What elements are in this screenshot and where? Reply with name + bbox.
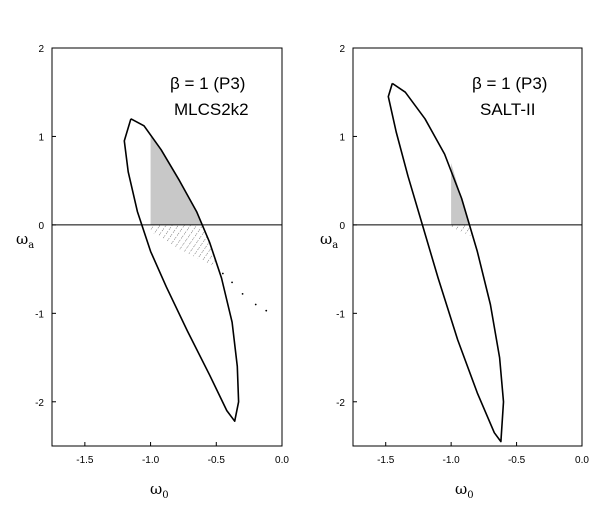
left-dotted-points bbox=[221, 272, 268, 312]
left-panel: -1.5 -1.0 -0.5 0.0 -2 -1 0 1 2 β = 1 (P3) MLCS2… bbox=[16, 44, 289, 501]
left-shaded-region bbox=[150, 136, 204, 225]
left-y-axis-label: ωa bbox=[16, 230, 34, 251]
right-x-tick-label-1: -1.0 bbox=[443, 455, 461, 466]
left-x-tick-label-3: 0.0 bbox=[275, 455, 289, 466]
right-shaded-region bbox=[451, 163, 470, 225]
right-y-tick-label-4: 2 bbox=[339, 44, 345, 55]
right-annotation-line-2: SALT-II bbox=[480, 100, 535, 119]
right-x-ticks: -1.5 -1.0 -0.5 0.0 bbox=[377, 442, 589, 466]
left-dot-3 bbox=[254, 303, 257, 306]
left-y-tick-label-1: -1 bbox=[35, 309, 44, 320]
right-hatched-region bbox=[451, 224, 475, 239]
left-dot-2 bbox=[241, 292, 244, 295]
left-y-tick-label-2: 0 bbox=[38, 221, 44, 232]
left-x-tick-label-1: -1.0 bbox=[142, 455, 160, 466]
left-hatched-region bbox=[150, 224, 217, 268]
left-dot-0 bbox=[221, 272, 224, 275]
left-annotation-line-2: MLCS2k2 bbox=[174, 100, 249, 119]
left-y-tick-label-3: 1 bbox=[38, 132, 44, 143]
right-x-tick-label-3: 0.0 bbox=[575, 455, 589, 466]
left-dot-4 bbox=[265, 309, 268, 312]
left-x-tick-label-0: -1.5 bbox=[76, 455, 94, 466]
left-y-tick-label-4: 2 bbox=[38, 44, 44, 55]
right-x-tick-label-0: -1.5 bbox=[377, 455, 395, 466]
right-contour bbox=[387, 82, 505, 443]
right-y-axis-label: ωa bbox=[320, 230, 338, 251]
left-dot-1 bbox=[231, 281, 233, 284]
left-y-ticks: -2 -1 0 1 2 bbox=[35, 44, 56, 409]
right-y-tick-label-2: 0 bbox=[339, 221, 345, 232]
left-annotation-line-1: β = 1 (P3) bbox=[170, 74, 245, 93]
left-plot-frame bbox=[51, 47, 283, 447]
right-plot-frame bbox=[352, 47, 583, 447]
left-y-tick-label-0: -2 bbox=[35, 398, 44, 409]
right-y-tick-label-3: 1 bbox=[339, 132, 345, 143]
left-x-tick-label-2: -0.5 bbox=[208, 455, 226, 466]
left-x-axis-label: ω0 bbox=[150, 480, 169, 501]
right-x-axis-label: ω0 bbox=[455, 480, 474, 501]
right-panel: -1.5 -1.0 -0.5 0.0 -2 -1 0 1 2 β = 1 (P3) SALT-… bbox=[320, 44, 589, 501]
right-y-ticks: -2 -1 0 1 2 bbox=[336, 44, 357, 409]
left-x-ticks: -1.5 -1.0 -0.5 0.0 bbox=[76, 442, 289, 466]
right-annotation-line-1: β = 1 (P3) bbox=[472, 74, 547, 93]
right-x-tick-label-2: -0.5 bbox=[508, 455, 526, 466]
right-y-tick-label-1: -1 bbox=[336, 309, 345, 320]
right-y-tick-label-0: -2 bbox=[336, 398, 345, 409]
left-contour bbox=[123, 118, 240, 423]
